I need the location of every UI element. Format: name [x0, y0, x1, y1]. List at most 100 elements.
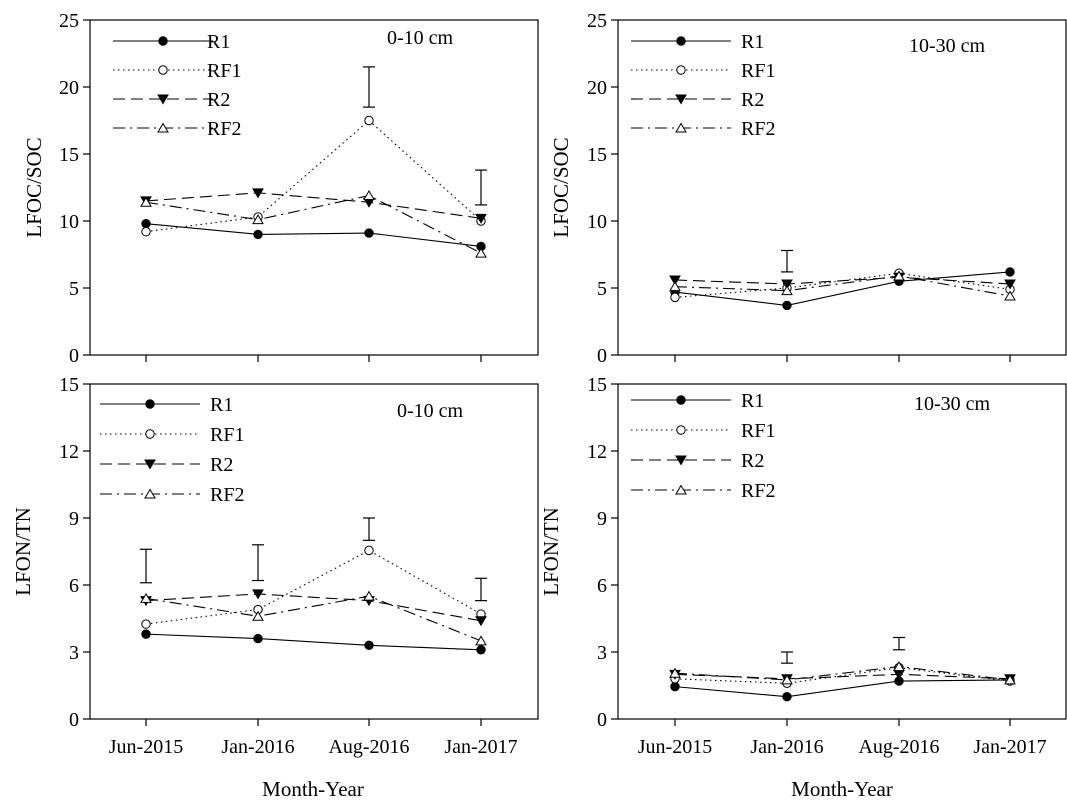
- y-tick-label: 3: [69, 642, 79, 664]
- data-point-r1: [476, 645, 486, 655]
- legend-marker-r2: [675, 94, 687, 105]
- legend-marker-rf2: [144, 488, 156, 499]
- series-line-r1: [145, 633, 482, 651]
- y-tick-label: 12: [59, 441, 79, 463]
- x-tick-label: Jan-2016: [750, 736, 823, 758]
- y-tick-label: 5: [597, 278, 607, 300]
- panel-1: 0 5 10 15 20 25 LFOC/SOC R1 RF1 R2 RF2 0-10 cm: [22, 10, 539, 367]
- series-line-r1: [674, 271, 1011, 306]
- x-tick-label: Jan-2016: [221, 736, 294, 758]
- data-point-r2: [781, 279, 793, 290]
- series-line-rf1: [145, 119, 482, 233]
- legend-marker-r2: [144, 459, 156, 470]
- legend-label-rf1: RF1: [207, 60, 241, 82]
- plot-frame: [89, 19, 539, 356]
- data-point-r2: [252, 188, 264, 199]
- y-axis-title: LFOC/SOC: [22, 137, 46, 237]
- panel-4: 0 3 6 9 12 15 Jun-2015 Jan-2016 Aug-2016 Jan-2017…: [539, 374, 1067, 758]
- data-point-rf1: [670, 292, 680, 303]
- data-point-rf2: [363, 190, 375, 201]
- y-tick-label: 12: [587, 441, 607, 463]
- y-tick-label: 20: [59, 77, 79, 99]
- panel-2: 0 5 10 15 20 25 LFOC/SOC R1 RF1 R2 RF2 10-30 cm: [549, 10, 1067, 367]
- data-point-rf2: [1004, 674, 1016, 685]
- data-point-r2: [669, 275, 681, 286]
- legend-marker-r1: [676, 36, 686, 46]
- data-point-rf1: [364, 545, 374, 556]
- data-point-rf2: [252, 610, 264, 621]
- data-point-r1: [782, 691, 792, 702]
- legend-marker-r1: [676, 395, 686, 405]
- legend-marker-r2: [157, 94, 169, 105]
- data-point-r1: [141, 218, 151, 229]
- data-point-r1: [364, 640, 374, 650]
- x-tick-label: Jan-2017: [444, 736, 517, 758]
- data-point-rf2: [475, 247, 487, 258]
- legend-label-r2: R2: [741, 89, 764, 111]
- y-axis-title: LFOC/SOC: [549, 137, 573, 237]
- y-tick-label: 15: [59, 144, 79, 166]
- legend-label-r1: R1: [207, 31, 230, 53]
- x-axis-title-left: Month-Year: [262, 777, 364, 800]
- legend-marker-rf1: [676, 65, 686, 75]
- data-point-rf2: [140, 196, 152, 207]
- panel-3: 0 3 6 9 12 15 Jun-2015 Jan-2016 Aug-2016 Jan-2017…: [11, 374, 539, 758]
- x-tick-label: Jan-2017: [973, 736, 1046, 758]
- x-tick-label: Jun-2015: [109, 736, 183, 758]
- data-point-rf2: [781, 674, 793, 685]
- y-tick-label: 6: [69, 575, 79, 597]
- y-tick-label: 6: [597, 575, 607, 597]
- legend-label-r2: R2: [207, 89, 230, 111]
- legend-label-r1: R1: [741, 31, 764, 53]
- x-tick-label: Aug-2016: [328, 736, 409, 758]
- series-line-rf2: [674, 275, 1011, 297]
- y-tick-label: 0: [69, 345, 79, 367]
- data-point-r1: [670, 681, 680, 692]
- legend-marker-rf2: [675, 122, 687, 133]
- y-tick-label: 0: [69, 709, 79, 731]
- data-point-r2: [252, 589, 264, 600]
- series-line-r2: [145, 192, 482, 219]
- data-point-rf2: [1004, 290, 1016, 301]
- series-line-rf2: [145, 194, 482, 254]
- data-point-r2: [475, 616, 487, 627]
- depth-annotation: 10-30 cm: [909, 35, 986, 57]
- legend-marker-r1: [158, 36, 168, 46]
- y-tick-label: 5: [69, 278, 79, 300]
- data-point-rf1: [141, 619, 151, 629]
- plot-frame: [617, 383, 1067, 720]
- data-point-rf1: [364, 115, 374, 126]
- legend-label-rf1: RF1: [210, 424, 244, 446]
- data-point-r2: [1004, 279, 1016, 290]
- y-tick-label: 0: [597, 345, 607, 367]
- legend-label-r2: R2: [741, 450, 764, 472]
- legend-label-rf1: RF1: [741, 60, 775, 82]
- data-point-rf2: [893, 270, 905, 281]
- y-tick-label: 0: [597, 709, 607, 731]
- series-line-rf1: [145, 549, 482, 625]
- data-point-rf1: [141, 227, 151, 237]
- y-tick-label: 20: [587, 77, 607, 99]
- data-point-rf2: [140, 592, 152, 603]
- legend-marker-rf2: [157, 122, 169, 133]
- legend-marker-r1: [145, 399, 155, 409]
- data-point-rf2: [252, 214, 264, 225]
- legend-marker-r2: [675, 455, 687, 466]
- y-axis-title: LFON/TN: [539, 507, 563, 596]
- legend-label-r1: R1: [210, 394, 233, 416]
- series-line-r2: [674, 276, 1011, 285]
- legend-marker-rf1: [145, 429, 155, 439]
- y-tick-label: 3: [597, 642, 607, 664]
- legend-marker-rf2: [675, 484, 687, 495]
- data-point-r1: [253, 633, 263, 644]
- data-point-rf2: [669, 667, 681, 678]
- plot-frame: [617, 19, 1067, 356]
- x-tick-label: Aug-2016: [858, 736, 939, 758]
- y-tick-label: 15: [587, 374, 607, 396]
- legend-label-rf2: RF2: [207, 118, 241, 140]
- legend-marker-rf1: [676, 425, 686, 435]
- legend-label-r1: R1: [741, 390, 764, 412]
- legend-label-r2: R2: [210, 454, 233, 476]
- data-point-rf2: [781, 285, 793, 296]
